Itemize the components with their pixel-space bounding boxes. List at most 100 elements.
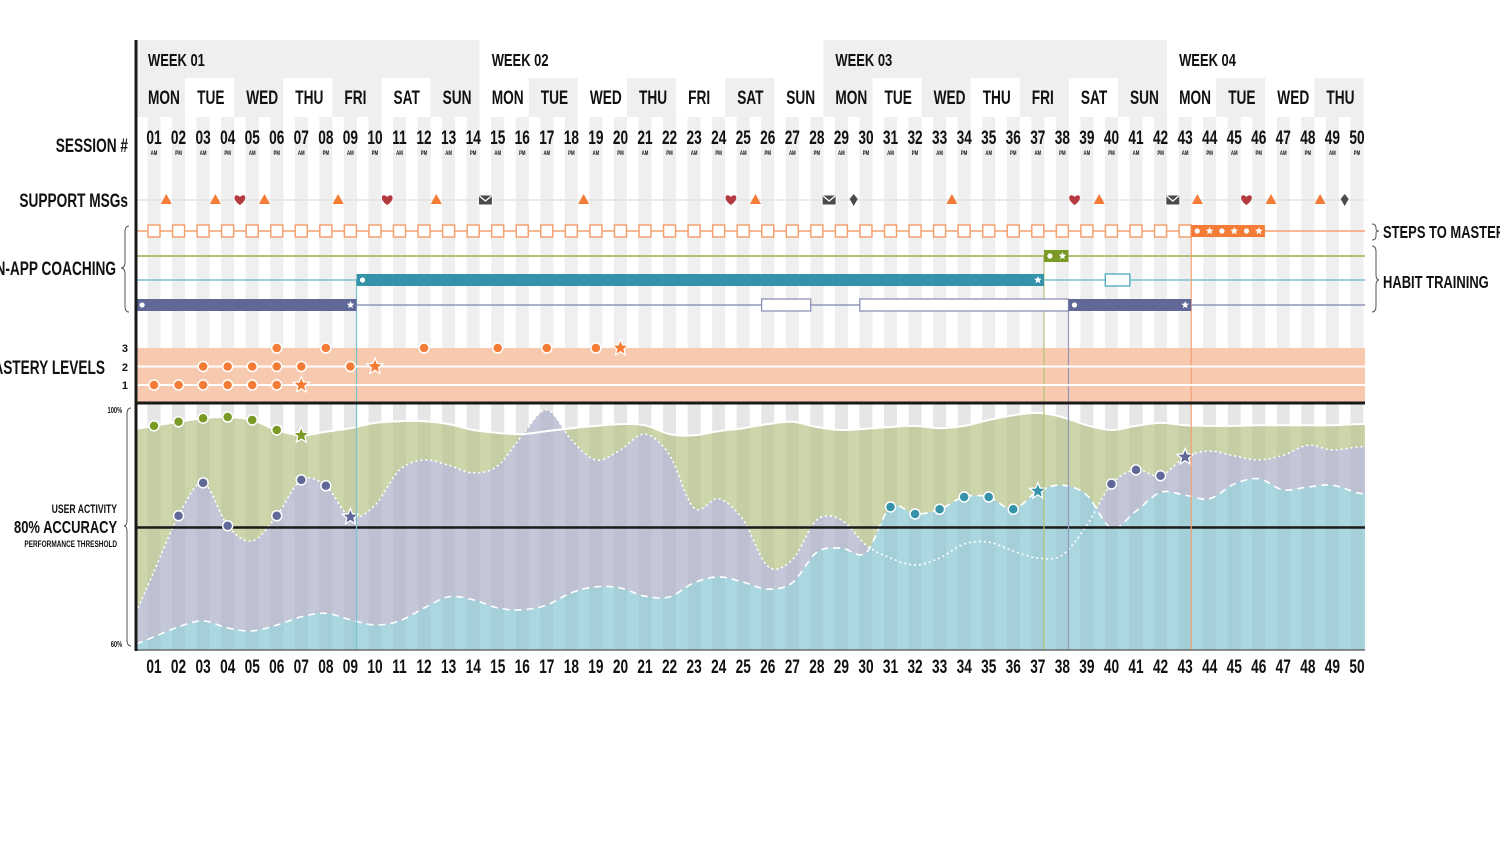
- heart-icon: [234, 195, 246, 205]
- session-number: 12: [416, 127, 431, 149]
- day-header-cell: [1019, 78, 1069, 117]
- session-axis-label: 25: [736, 656, 751, 678]
- mastery-dot: [197, 379, 209, 391]
- step-square: [490, 224, 505, 238]
- day-label: MON: [1179, 87, 1211, 109]
- session-number: 11: [392, 127, 406, 149]
- session-axis-label: 29: [834, 656, 849, 678]
- step-square: [711, 224, 726, 238]
- session-period: PM: [765, 150, 771, 157]
- triangle-icon: [332, 194, 344, 204]
- session-number: 30: [858, 127, 873, 149]
- triangle-icon: [209, 194, 221, 204]
- mastery-dot: [221, 379, 234, 391]
- session-axis-label: 42: [1153, 656, 1168, 678]
- session-period: AM: [887, 150, 894, 157]
- session-axis-label: 16: [515, 656, 530, 678]
- activity-dot: [884, 501, 897, 513]
- session-number: 09: [343, 127, 358, 149]
- session-number: 20: [613, 127, 628, 149]
- activity-dot: [1105, 478, 1118, 490]
- session-period: PM: [372, 150, 378, 157]
- activity-dot: [172, 510, 185, 522]
- session-axis-label: 45: [1227, 656, 1242, 678]
- activity-dot: [271, 510, 283, 522]
- activity-dot: [1154, 470, 1167, 482]
- session-period: AM: [494, 150, 501, 157]
- session-number: 28: [809, 127, 824, 149]
- session-number: 06: [269, 127, 284, 149]
- session-period: AM: [445, 150, 452, 157]
- activity-dot: [295, 474, 308, 486]
- mail-body: [1165, 194, 1181, 206]
- steps-brace: [1371, 223, 1380, 241]
- step-square: [589, 224, 603, 238]
- session-number: 31: [883, 127, 898, 149]
- session-number: 44: [1202, 127, 1218, 149]
- step-square: [859, 224, 873, 238]
- session-axis-label: 47: [1276, 656, 1291, 678]
- day-label: SAT: [737, 87, 763, 109]
- star-icon: [1034, 276, 1042, 284]
- activity-area: [136, 478, 1365, 650]
- y-axis-bottom-label: 60%: [111, 641, 123, 649]
- mail-icon: [477, 194, 493, 206]
- session-period: PM: [175, 150, 181, 157]
- session-period: PM: [715, 150, 721, 157]
- session-number: 19: [588, 127, 603, 149]
- session-period: PM: [568, 150, 574, 157]
- day-label: SAT: [394, 87, 420, 109]
- session-period: PM: [519, 150, 525, 157]
- day-label: MON: [148, 87, 180, 109]
- session-axis-label: 03: [195, 656, 210, 678]
- day-label: WED: [590, 87, 622, 109]
- session-number: 46: [1251, 127, 1266, 149]
- day-label: FRI: [1032, 87, 1054, 109]
- day-header-cell: [234, 78, 284, 117]
- heart-icon: [1069, 195, 1080, 205]
- day-label: TUE: [197, 87, 224, 109]
- session-axis-label: 21: [637, 656, 652, 678]
- session-axis-label: 31: [883, 656, 898, 678]
- session-period: PM: [863, 150, 869, 157]
- in-app-coaching-label: IN-APP COACHING: [0, 258, 116, 280]
- activity-line: [136, 409, 1365, 613]
- session-number: 33: [932, 127, 947, 149]
- star-icon: [1058, 252, 1067, 260]
- day-header-cell: [676, 78, 726, 117]
- session-number: 32: [907, 127, 922, 149]
- step-square: [294, 224, 309, 238]
- session-axis-label: 30: [858, 656, 873, 678]
- session-axis-label: 05: [245, 656, 260, 678]
- session-number: 16: [515, 127, 530, 149]
- session-period: PM: [470, 150, 476, 157]
- day-header-cell: [1216, 78, 1266, 117]
- step-square: [834, 224, 849, 238]
- step-square: [245, 224, 259, 238]
- session-period: AM: [151, 150, 158, 157]
- chart-areas: [136, 409, 1365, 650]
- day-label: SAT: [1081, 87, 1107, 109]
- session-number: 26: [760, 127, 775, 149]
- star-icon: [1230, 227, 1238, 235]
- day-label: WED: [246, 87, 278, 109]
- week-label: WEEK 01: [148, 51, 205, 71]
- step-square: [785, 224, 800, 238]
- activity-dot: [221, 411, 234, 423]
- step-square: [515, 224, 529, 238]
- steps-to-mastery-label: STEPS TO MASTERY: [1383, 223, 1500, 243]
- session-period: PM: [1354, 150, 1360, 157]
- coaching-brace: [120, 225, 130, 313]
- mastery-level-2-label: 2: [122, 362, 128, 374]
- session-period: AM: [1084, 150, 1091, 157]
- session-period: PM: [1108, 150, 1114, 157]
- session-number: 27: [785, 127, 800, 149]
- step-square: [883, 224, 898, 238]
- session-period: PM: [1010, 150, 1016, 157]
- mastery-dot: [271, 360, 283, 373]
- mastery-star-icon: [365, 356, 385, 375]
- session-axis-label: 19: [588, 656, 603, 678]
- step-square: [810, 224, 824, 238]
- session-axis-label: 33: [932, 656, 947, 678]
- mail-flap: [479, 195, 492, 202]
